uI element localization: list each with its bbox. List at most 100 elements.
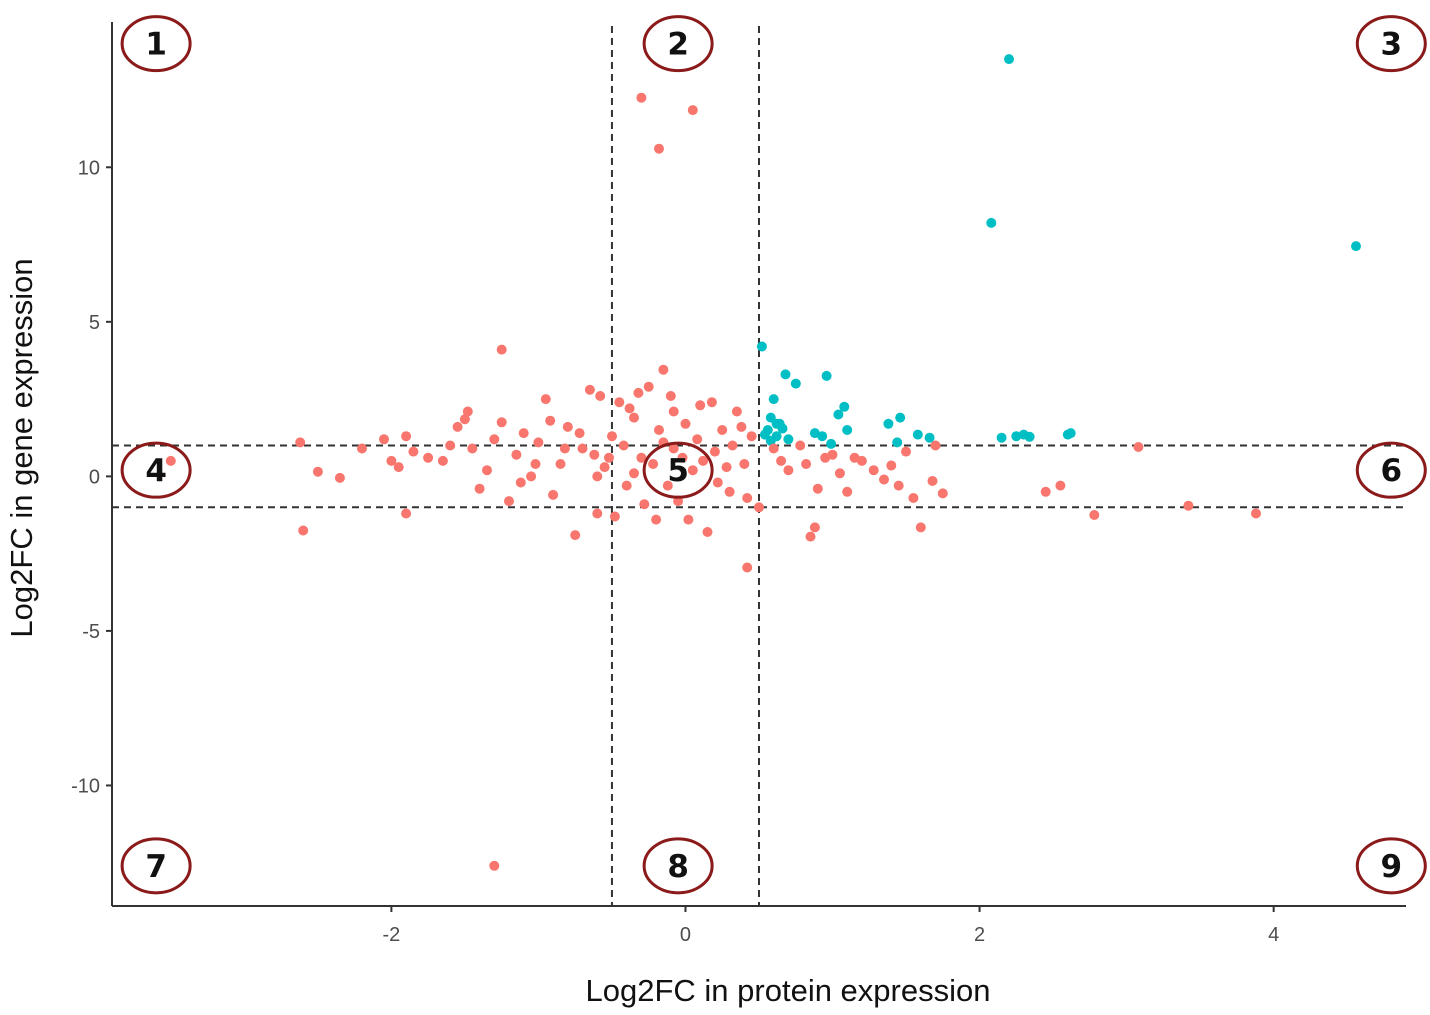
data-point <box>651 514 662 525</box>
data-point <box>754 502 764 513</box>
data-point <box>401 508 412 519</box>
y-tick-label: -5 <box>82 621 100 643</box>
data-point <box>895 412 906 423</box>
data-point <box>724 486 735 497</box>
data-point <box>809 522 820 533</box>
data-point <box>1133 442 1144 452</box>
data-point <box>618 440 629 451</box>
region-label-5: 5 <box>642 441 714 499</box>
data-point <box>912 429 923 440</box>
region-ring <box>642 441 714 499</box>
data-point <box>742 493 753 503</box>
axes <box>111 22 1406 907</box>
data-point <box>908 493 919 503</box>
data-point <box>462 406 473 417</box>
data-point <box>1024 431 1035 442</box>
data-point <box>357 443 367 454</box>
region-label-7: 7 <box>120 837 192 895</box>
region-label-6: 6 <box>1355 441 1427 499</box>
data-point <box>562 421 573 432</box>
data-point <box>680 418 691 429</box>
data-point <box>795 440 806 451</box>
data-point <box>643 381 654 392</box>
data-point <box>821 370 832 381</box>
data-point <box>668 406 679 417</box>
data-point <box>927 476 938 486</box>
data-point <box>731 406 742 417</box>
x-axis-title: Log2FC in protein expression <box>586 973 991 1008</box>
data-point <box>639 499 650 510</box>
threshold-lines <box>112 26 1406 906</box>
data-point <box>1004 54 1014 65</box>
data-point <box>548 489 559 500</box>
data-point <box>633 387 644 398</box>
data-point <box>437 455 448 466</box>
data-point <box>545 415 556 426</box>
data-point <box>842 486 853 497</box>
data-point <box>812 483 823 494</box>
region-labels: 1 2 3 4 5 6 7 8 9 <box>120 15 1427 895</box>
data-point <box>629 412 639 423</box>
data-point <box>868 465 879 476</box>
data-point <box>709 446 720 457</box>
data-point <box>515 477 526 488</box>
y-tick-label: 0 <box>89 466 100 488</box>
data-point <box>445 440 456 451</box>
data-point <box>496 344 507 355</box>
data-point <box>423 452 434 463</box>
region-ring <box>120 15 192 73</box>
data-point <box>401 431 412 442</box>
data-point <box>790 378 801 389</box>
data-point <box>727 440 738 451</box>
region-number: 7 <box>145 849 167 885</box>
region-label-4: 4 <box>120 441 192 499</box>
data-point <box>452 421 463 432</box>
data-point <box>768 443 779 454</box>
data-point <box>736 421 747 432</box>
region-number: 9 <box>1381 849 1403 885</box>
data-points <box>165 54 1361 871</box>
data-point <box>654 143 664 154</box>
data-point <box>886 460 897 471</box>
region-number: 1 <box>145 27 167 63</box>
data-point <box>826 438 837 449</box>
data-point <box>165 455 176 466</box>
data-point <box>924 432 935 443</box>
data-point <box>1040 486 1051 497</box>
data-point <box>930 440 941 451</box>
data-point <box>774 418 785 429</box>
data-point <box>702 527 713 537</box>
region-number: 2 <box>667 27 689 63</box>
data-point <box>937 488 948 499</box>
data-point <box>408 446 419 457</box>
data-point <box>489 860 500 871</box>
data-point <box>467 443 478 454</box>
data-point <box>599 462 610 473</box>
data-point <box>1089 510 1100 520</box>
data-point <box>883 418 894 429</box>
region-number: 6 <box>1381 453 1403 489</box>
data-point <box>386 455 397 466</box>
region-number: 8 <box>667 849 689 885</box>
x-tick-label: 4 <box>1268 924 1279 946</box>
x-tick-label: -2 <box>382 924 400 946</box>
data-point <box>636 92 647 103</box>
data-point <box>1183 500 1194 511</box>
data-point <box>817 431 828 442</box>
y-tick-label: 10 <box>78 157 100 179</box>
data-point <box>393 462 404 473</box>
data-point <box>540 394 551 405</box>
data-point <box>759 429 770 440</box>
data-point <box>379 434 389 445</box>
data-point <box>295 437 306 448</box>
data-point <box>624 403 635 414</box>
data-point <box>839 401 850 412</box>
data-point <box>986 217 997 228</box>
data-point <box>721 462 732 473</box>
data-point <box>739 459 750 469</box>
data-point <box>1251 508 1261 519</box>
data-point <box>511 449 522 460</box>
data-point <box>698 455 709 466</box>
data-point <box>604 452 614 463</box>
x-tick-label: 0 <box>680 924 691 946</box>
